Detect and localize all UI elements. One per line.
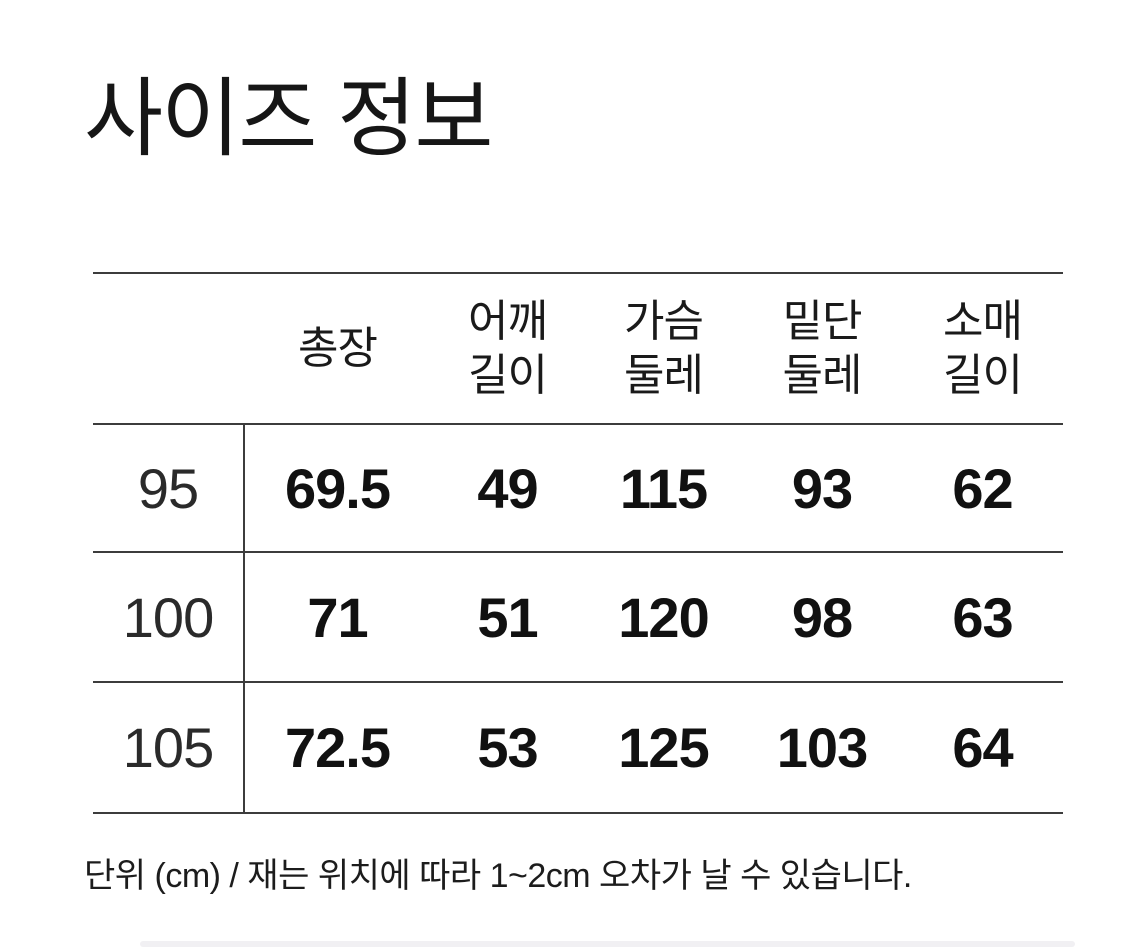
measurement-value-chest-circumference: 125 <box>585 683 742 814</box>
measurement-value-sleeve-length: 63 <box>902 553 1063 683</box>
measurement-value-chest-circumference: 120 <box>585 553 742 683</box>
measurement-value-shoulder-length: 53 <box>430 683 585 814</box>
size-table: 총장 어깨 길이 가슴 둘레 밑단 둘레 소매 길이 95 69.5 49 11… <box>93 272 1063 814</box>
page-title: 사이즈 정보 <box>84 71 493 167</box>
column-header-label: 총장 <box>298 323 378 373</box>
column-header-label: 길이 <box>468 350 548 400</box>
size-row-label: 105 <box>93 683 245 814</box>
measurement-value-shoulder-length: 49 <box>430 425 585 553</box>
measurement-value-total-length: 71 <box>245 553 430 683</box>
measurement-value-total-length: 72.5 <box>245 683 430 814</box>
measurement-value-hem-circumference: 93 <box>742 425 902 553</box>
column-header-total-length: 총장 <box>245 272 430 425</box>
column-header-chest-circumference: 가슴 둘레 <box>585 272 742 425</box>
size-row-label: 95 <box>93 425 245 553</box>
measurement-value-hem-circumference: 98 <box>742 553 902 683</box>
column-header-hem-circumference: 밑단 둘레 <box>742 272 902 425</box>
column-header-label: 가슴 <box>624 296 704 346</box>
column-header-label: 길이 <box>943 350 1023 400</box>
column-header-label: 둘레 <box>782 350 863 400</box>
measurement-value-hem-circumference: 103 <box>742 683 902 814</box>
column-header-label: 소매 <box>943 296 1023 346</box>
unit-tolerance-note: 단위 (cm) / 재는 위치에 따라 1~2cm 오차가 날 수 있습니다. <box>84 857 912 895</box>
size-row-label: 100 <box>93 553 245 683</box>
column-header-sleeve-length: 소매 길이 <box>902 272 1063 425</box>
table-corner-cell <box>93 272 245 425</box>
bottom-divider <box>140 941 1075 947</box>
column-header-label: 둘레 <box>624 350 704 400</box>
measurement-value-total-length: 69.5 <box>245 425 430 553</box>
column-header-label: 어깨 <box>468 296 548 346</box>
column-header-shoulder-length: 어깨 길이 <box>430 272 585 425</box>
measurement-value-shoulder-length: 51 <box>430 553 585 683</box>
column-header-label: 밑단 <box>782 296 863 346</box>
measurement-value-chest-circumference: 115 <box>585 425 742 553</box>
measurement-value-sleeve-length: 64 <box>902 683 1063 814</box>
measurement-value-sleeve-length: 62 <box>902 425 1063 553</box>
